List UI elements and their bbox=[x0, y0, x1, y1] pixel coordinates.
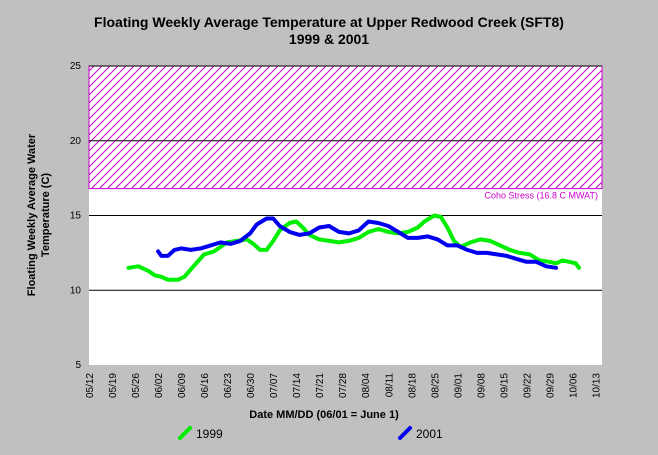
y-tick-label: 10 bbox=[70, 285, 82, 296]
legend: 1999 2001 bbox=[178, 426, 443, 441]
x-tick-label: 09/29 bbox=[545, 373, 556, 398]
x-tick-label: 06/30 bbox=[246, 373, 257, 398]
x-tick-label: 10/06 bbox=[568, 373, 579, 398]
x-tick-label: 09/08 bbox=[476, 373, 487, 398]
x-tick-label: 09/22 bbox=[522, 373, 533, 398]
x-tick-label: 06/23 bbox=[223, 373, 234, 398]
series-line-1999 bbox=[126, 213, 581, 282]
legend-item-2001: 2001 bbox=[398, 426, 443, 441]
x-tick-label: 05/19 bbox=[108, 373, 119, 398]
x-tick-label: 07/07 bbox=[269, 373, 280, 398]
x-tick-label: 08/04 bbox=[361, 373, 372, 398]
legend-label-1999: 1999 bbox=[196, 427, 223, 441]
y-tick-label: 25 bbox=[70, 61, 82, 72]
series-layer bbox=[126, 213, 581, 282]
x-axis-title: Date MM/DD (06/01 = June 1) bbox=[249, 409, 399, 421]
x-tick-label: 08/18 bbox=[407, 373, 418, 398]
x-tick-label: 05/26 bbox=[131, 373, 142, 398]
chart-subtitle: 1999 & 2001 bbox=[289, 31, 369, 47]
x-axis: 05/12 05/19 05/26 06/02 06/09 06/16 06/23 06/30… bbox=[85, 373, 602, 398]
chart-title: Floating Weekly Average Temperature at U… bbox=[94, 14, 564, 30]
legend-item-1999: 1999 bbox=[178, 426, 223, 441]
y-tick-label: 20 bbox=[70, 136, 82, 147]
legend-label-2001: 2001 bbox=[416, 427, 443, 441]
x-tick-label: 10/13 bbox=[591, 373, 602, 398]
y-axis: 5 10 15 20 25 bbox=[70, 61, 82, 371]
x-tick-label: 06/09 bbox=[177, 373, 188, 398]
x-tick-label: 07/21 bbox=[315, 373, 326, 398]
coho-stress-band bbox=[88, 65, 603, 190]
x-tick-label: 06/02 bbox=[154, 373, 165, 398]
x-tick-label: 07/28 bbox=[338, 373, 349, 398]
legend-swatch-2001 bbox=[398, 426, 412, 440]
y-tick-label: 15 bbox=[70, 211, 82, 222]
gridlines bbox=[89, 65, 602, 291]
series-line-2001 bbox=[156, 216, 558, 270]
x-tick-label: 06/16 bbox=[200, 373, 211, 398]
x-tick-label: 09/15 bbox=[499, 373, 510, 398]
x-tick-label: 08/25 bbox=[430, 373, 441, 398]
y-axis-title-line-1: Floating Weekly Average Water bbox=[26, 133, 38, 296]
x-tick-label: 07/14 bbox=[292, 373, 303, 398]
coho-stress-label: Coho Stress (16.8 C MWAT) bbox=[484, 191, 598, 201]
y-tick-label: 5 bbox=[75, 360, 81, 371]
x-tick-label: 05/12 bbox=[85, 373, 96, 398]
y-axis-title-line-2: Temperature (C) bbox=[40, 173, 52, 257]
legend-swatch-1999 bbox=[178, 426, 192, 440]
x-tick-label: 09/01 bbox=[453, 373, 464, 398]
x-tick-label: 08/11 bbox=[384, 373, 395, 398]
